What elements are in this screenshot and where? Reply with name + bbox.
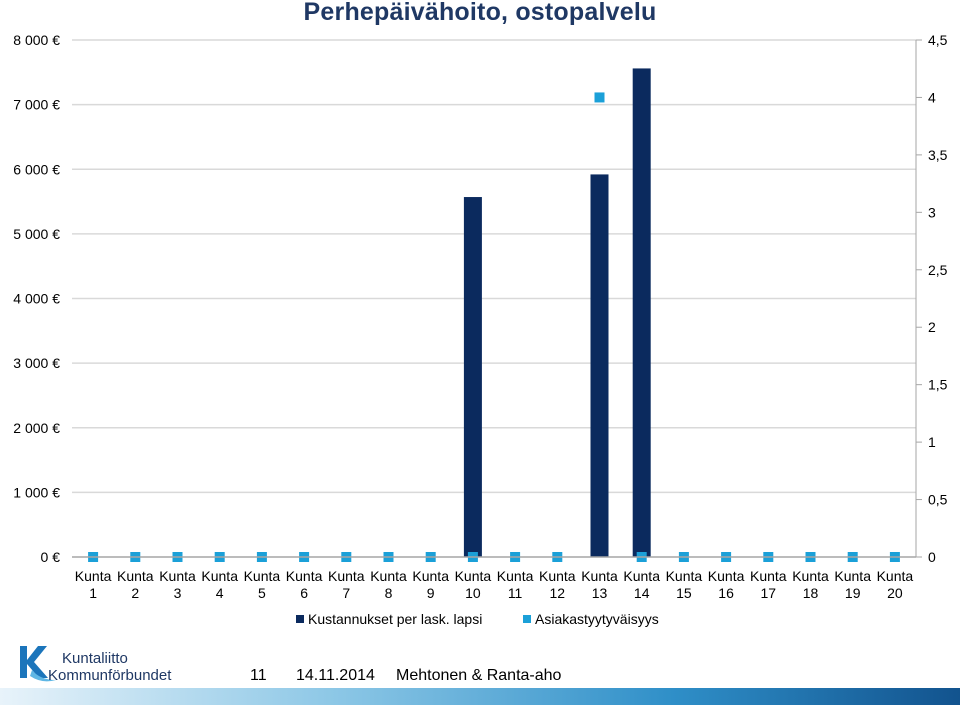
bar: [632, 68, 651, 557]
x-tick-label-line1: Kunta: [412, 568, 449, 584]
legend-label-costs: Kustannukset per lask. lapsi: [308, 611, 483, 627]
right-tick-label: 1: [928, 434, 936, 450]
left-tick-label: 4 000 €: [13, 291, 60, 307]
logo-text-line1: Kuntaliitto: [62, 650, 128, 667]
right-tick-label: 2,5: [928, 262, 948, 278]
x-tick-label-line2: 12: [550, 585, 566, 601]
left-tick-label: 2 000 €: [13, 420, 60, 436]
chart-area: 0 € 1 000 € 2 000 € 3 000 € 4 000 € 5 000 € 6 …: [13, 32, 948, 601]
x-tick-label-line1: Kunta: [581, 568, 618, 584]
axes: [72, 40, 917, 558]
legend-item-costs: Kustannukset per lask. lapsi: [296, 611, 482, 627]
footer-authors: Mehtonen & Ranta-aho: [396, 667, 562, 684]
x-tick-label-line2: 6: [300, 585, 308, 601]
x-tick-label-line1: Kunta: [539, 568, 576, 584]
legend-label-satisfaction: Asiakastyytyväisyys: [535, 611, 659, 627]
legend-swatch-bar: [296, 615, 304, 623]
left-tick-label: 0 €: [41, 549, 61, 565]
legend-swatch-marker: [523, 615, 531, 623]
x-tick-label-line1: Kunta: [877, 568, 914, 584]
x-tick-label-line2: 15: [676, 585, 692, 601]
right-tick-label: 0: [928, 549, 936, 565]
x-tick-label-line2: 8: [385, 585, 393, 601]
left-tick-label: 1 000 €: [13, 484, 60, 500]
bar-series: [463, 68, 651, 558]
x-tick-label-line2: 9: [427, 585, 435, 601]
x-tick-label-line1: Kunta: [244, 568, 281, 584]
left-tick-label: 6 000 €: [13, 161, 60, 177]
right-axis-tick-labels: 0 0,5 1 1,5 2 2,5 3 3,5 4 4,5: [928, 32, 948, 565]
x-axis-tick-labels: Kunta1Kunta2Kunta3Kunta4Kunta5Kunta6Kunt…: [75, 568, 914, 601]
left-tick-label: 5 000 €: [13, 226, 60, 242]
chart-title: Perhepäivähoito, ostopalvelu: [303, 0, 657, 26]
x-tick-label-line1: Kunta: [117, 568, 154, 584]
x-tick-label-line2: 1: [89, 585, 97, 601]
logo-text-line2: Kommunförbundet: [48, 667, 172, 684]
x-tick-label-line2: 13: [592, 585, 608, 601]
x-tick-label-line2: 14: [634, 585, 650, 601]
bar: [590, 174, 609, 558]
gridlines: [72, 39, 922, 558]
x-tick-label-line2: 17: [761, 585, 777, 601]
x-tick-label-line1: Kunta: [708, 568, 745, 584]
left-tick-label: 8 000 €: [13, 32, 60, 48]
x-tick-label-line2: 5: [258, 585, 266, 601]
bar: [463, 197, 482, 557]
right-tick-label: 3: [928, 204, 936, 220]
left-axis-tick-labels: 0 € 1 000 € 2 000 € 3 000 € 4 000 € 5 000 € 6 …: [13, 32, 60, 565]
x-tick-label-line1: Kunta: [370, 568, 407, 584]
right-tick-label: 0,5: [928, 492, 948, 508]
x-tick-label-line2: 3: [174, 585, 182, 601]
legend-item-satisfaction: Asiakastyytyväisyys: [523, 611, 659, 627]
x-tick-label-line1: Kunta: [286, 568, 323, 584]
right-tick-label: 4: [928, 89, 936, 105]
x-tick-label-line2: 11: [508, 585, 523, 601]
x-tick-label-line1: Kunta: [666, 568, 703, 584]
footer-date: 14.11.2014: [296, 667, 375, 684]
x-tick-label-line1: Kunta: [75, 568, 112, 584]
x-tick-label-line1: Kunta: [792, 568, 829, 584]
x-tick-label-line1: Kunta: [159, 568, 196, 584]
x-tick-label-line2: 18: [803, 585, 819, 601]
right-tick-label: 2: [928, 319, 936, 335]
left-tick-label: 3 000 €: [13, 355, 60, 371]
x-tick-label-line2: 10: [465, 585, 481, 601]
left-tick-label: 7 000 €: [13, 97, 60, 113]
legend: Kustannukset per lask. lapsi Asiakastyyt…: [0, 611, 960, 631]
marker-series: [88, 92, 900, 562]
x-tick-label-line1: Kunta: [328, 568, 365, 584]
x-tick-label-line1: Kunta: [455, 568, 492, 584]
logo-mark-icon: [20, 646, 48, 678]
footer-color-band: [0, 688, 960, 705]
right-tick-label: 3,5: [928, 147, 948, 163]
x-tick-label-line1: Kunta: [750, 568, 787, 584]
x-tick-label-line2: 2: [131, 585, 139, 601]
x-tick-label-line2: 19: [845, 585, 861, 601]
x-tick-label-line2: 7: [342, 585, 350, 601]
kuntaliitto-logo: Kuntaliitto Kommunförbundet: [20, 646, 172, 684]
x-tick-label-line2: 4: [216, 585, 224, 601]
x-tick-label-line1: Kunta: [201, 568, 238, 584]
right-tick-label: 1,5: [928, 377, 948, 393]
scatter-point: [594, 92, 605, 103]
x-tick-label-line1: Kunta: [497, 568, 534, 584]
x-tick-label-line1: Kunta: [623, 568, 660, 584]
x-tick-label-line1: Kunta: [834, 568, 871, 584]
x-tick-label-line2: 16: [718, 585, 734, 601]
x-tick-label-line2: 20: [887, 585, 903, 601]
right-tick-label: 4,5: [928, 32, 948, 48]
footer-page-number: 11: [250, 667, 267, 684]
